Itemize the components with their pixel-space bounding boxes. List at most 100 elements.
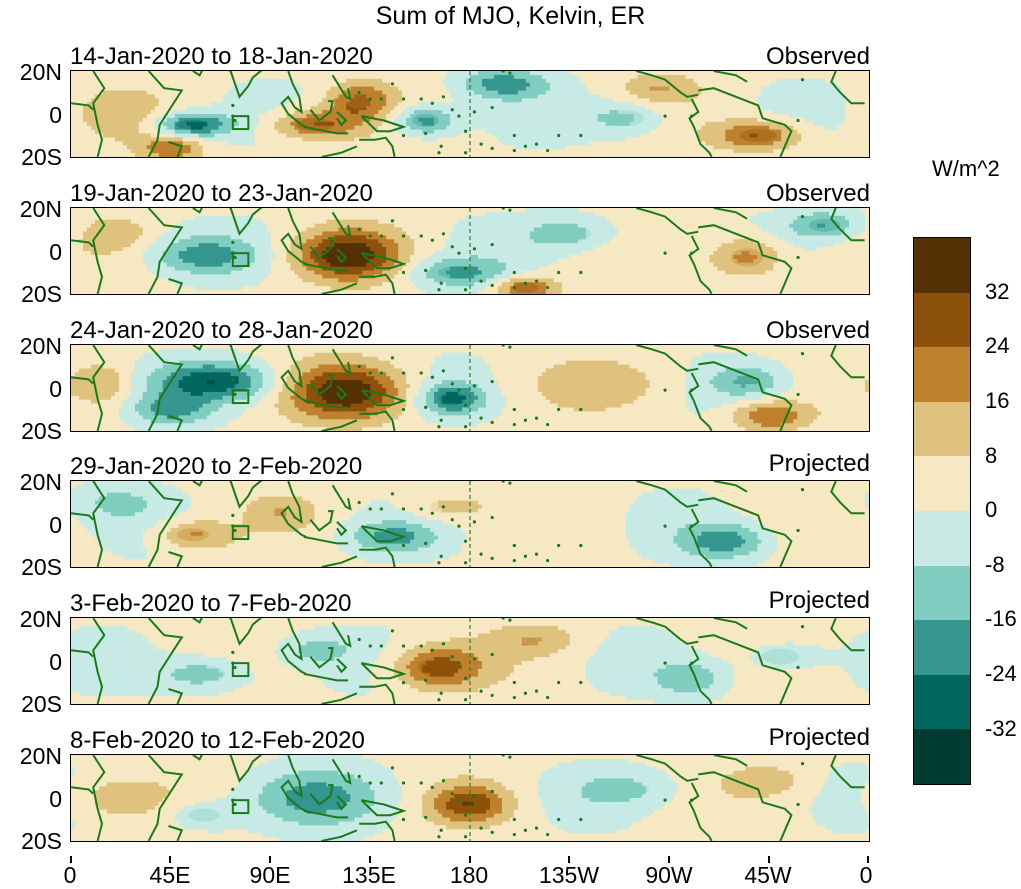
field-cell	[122, 145, 128, 150]
field-cell	[737, 90, 742, 96]
field-cell	[226, 71, 232, 76]
field-cell	[765, 129, 770, 135]
field-cell	[493, 94, 499, 99]
field-cell	[222, 125, 228, 131]
field-cell	[829, 211, 834, 217]
field-cell	[565, 110, 571, 115]
field-cell	[689, 74, 695, 80]
field-cell	[789, 149, 794, 154]
field-cell	[342, 71, 347, 76]
field-cell	[366, 145, 371, 150]
field-cell	[589, 211, 595, 217]
field-cell	[286, 82, 292, 88]
field-cell	[781, 74, 786, 80]
field-cell	[717, 211, 722, 217]
field-cell	[625, 106, 631, 111]
field-cell	[146, 117, 152, 123]
field-cell	[701, 102, 707, 107]
field-cell	[78, 125, 84, 131]
field-cell	[845, 125, 850, 131]
field-cell	[513, 114, 519, 119]
field-cell	[817, 133, 822, 139]
field-cell	[318, 121, 323, 127]
field-cell	[569, 149, 575, 154]
field-cell	[306, 137, 311, 142]
field-cell	[697, 208, 703, 213]
field-cell	[206, 102, 212, 107]
field-cell	[745, 78, 750, 84]
field-cell	[306, 110, 311, 115]
field-cell	[537, 78, 543, 84]
field-cell	[138, 78, 144, 84]
field-cell	[849, 137, 854, 142]
field-cell	[621, 71, 627, 76]
field-cell	[593, 211, 599, 217]
field-cell	[669, 78, 675, 84]
field-cell	[334, 121, 339, 127]
field-cell	[557, 110, 563, 115]
field-cell	[773, 125, 778, 131]
field-cell	[230, 137, 236, 142]
field-cell	[533, 94, 539, 99]
field-cell	[406, 137, 411, 142]
field-cell	[677, 114, 683, 119]
field-cell	[661, 153, 667, 157]
field-cell	[266, 208, 272, 213]
field-cell	[569, 114, 575, 119]
field-cell	[597, 129, 603, 135]
field-cell	[809, 117, 814, 123]
field-cell	[118, 110, 124, 115]
field-cell	[242, 211, 248, 217]
field-cell	[701, 211, 707, 217]
field-cell	[154, 90, 160, 96]
field-cell	[246, 90, 252, 96]
field-cell	[669, 110, 675, 115]
field-cell	[497, 153, 503, 157]
field-cell	[102, 153, 108, 157]
field-cell	[130, 208, 136, 213]
field-cell	[306, 78, 311, 84]
field-cell	[98, 74, 104, 80]
field-cell	[777, 82, 782, 88]
field-cell	[661, 82, 667, 88]
field-cell	[813, 98, 818, 103]
field-cell	[485, 106, 491, 111]
field-cell	[378, 114, 383, 119]
field-cell	[298, 215, 304, 221]
field-cell	[845, 149, 850, 154]
field-cell	[713, 71, 718, 76]
field-cell	[637, 110, 643, 115]
field-cell	[242, 145, 248, 150]
field-cell	[765, 125, 770, 131]
field-cell	[270, 215, 276, 221]
field-cell	[653, 114, 659, 119]
field-cell	[809, 98, 814, 103]
field-cell	[641, 153, 647, 157]
field-cell	[629, 117, 635, 123]
field-cell	[841, 145, 846, 150]
field-cell	[286, 106, 292, 111]
field-cell	[853, 145, 858, 150]
field-cell	[757, 117, 762, 123]
field-cell	[358, 86, 363, 92]
field-cell	[769, 133, 774, 139]
field-cell	[218, 71, 224, 76]
field-cell	[378, 215, 383, 221]
field-cell	[206, 133, 212, 139]
field-cell	[114, 129, 120, 135]
field-cell	[481, 82, 487, 88]
field-cell	[234, 98, 240, 103]
field-cell	[450, 90, 455, 96]
field-cell	[146, 110, 152, 115]
field-cell	[645, 90, 651, 96]
field-cell	[118, 215, 124, 221]
field-cell	[382, 98, 387, 103]
field-cell	[865, 71, 869, 76]
field-cell	[194, 149, 200, 154]
field-cell	[805, 125, 810, 131]
field-cell	[505, 114, 511, 119]
field-cell	[745, 153, 750, 157]
field-cell	[485, 86, 491, 92]
field-cell	[625, 74, 631, 80]
field-cell	[338, 125, 343, 131]
